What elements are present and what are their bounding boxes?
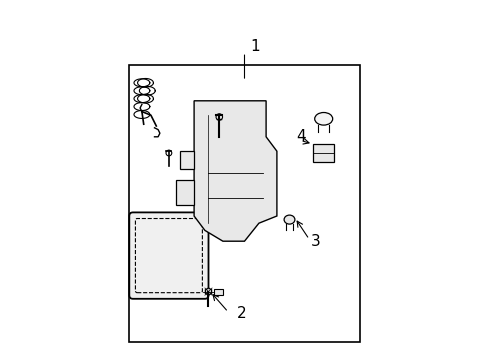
Bar [129, 65, 359, 342]
Text: 3: 3 [310, 234, 320, 249]
Text: 1: 1 [249, 39, 259, 54]
Polygon shape [312, 144, 334, 162]
Text: 4: 4 [296, 129, 305, 144]
Text: 2: 2 [237, 306, 246, 321]
Polygon shape [194, 101, 276, 241]
Bar [213, 289, 223, 295]
Polygon shape [179, 151, 194, 169]
Polygon shape [205, 288, 211, 295]
Polygon shape [176, 180, 194, 205]
Ellipse shape [314, 112, 332, 125]
Ellipse shape [284, 215, 294, 224]
FancyBboxPatch shape [129, 212, 208, 299]
